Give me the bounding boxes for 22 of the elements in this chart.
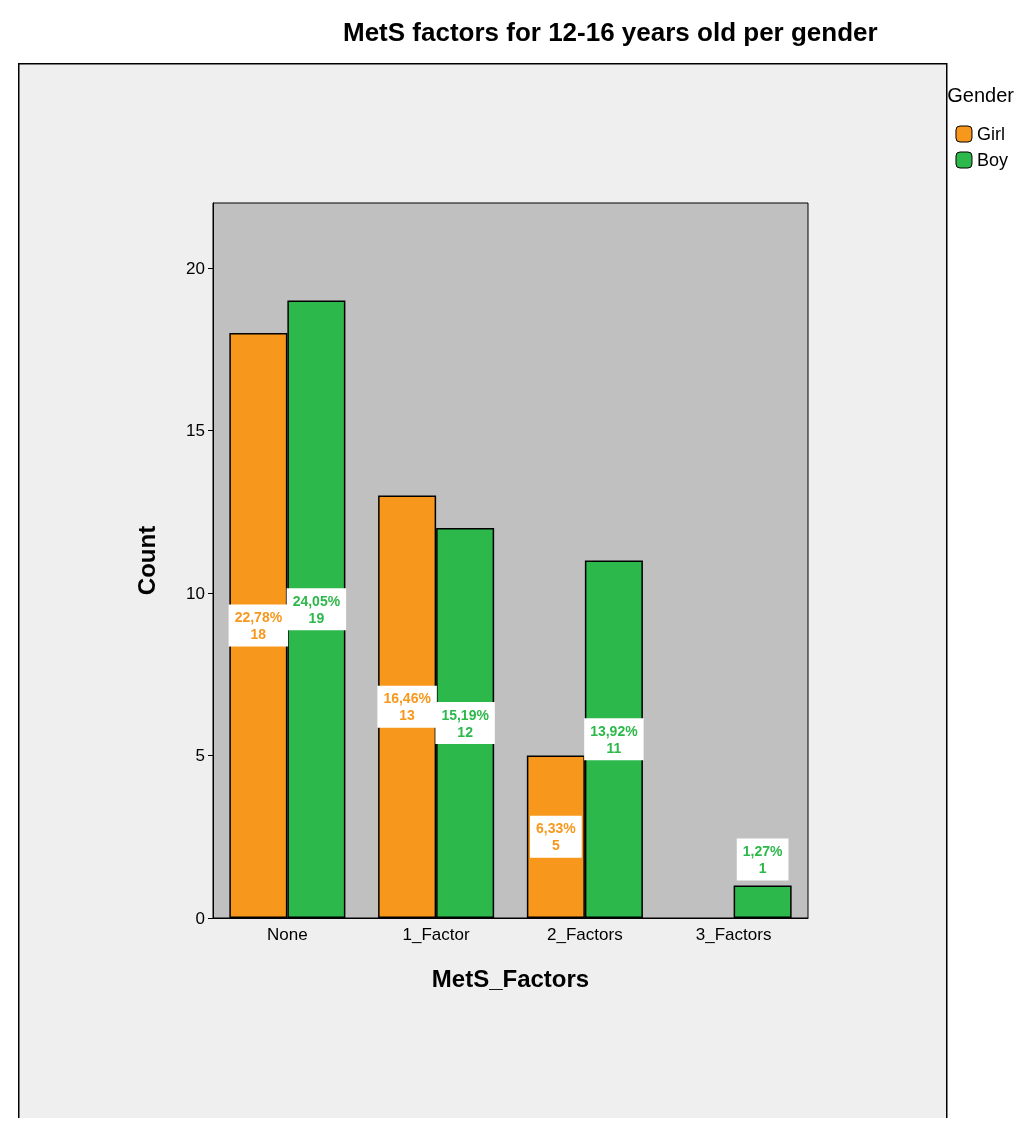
data-label: 1,27% 1 xyxy=(742,843,784,876)
y-tick-label: 15 xyxy=(186,421,205,440)
y-tick-label: 10 xyxy=(186,583,205,603)
y-tick-label: 5 xyxy=(195,746,205,765)
y-tick-label: 20 xyxy=(186,258,205,278)
legend-label: Boy xyxy=(976,150,1009,170)
chart-title: MetS factors for 12-16 years old per gender xyxy=(343,17,878,47)
data-label: 22,78% 18 xyxy=(234,609,283,642)
x-tick-label: None xyxy=(267,925,308,944)
data-label: 16,46% 13 xyxy=(383,690,432,724)
data-label: 13,92% 11 xyxy=(590,722,639,756)
y-axis-title: Count xyxy=(132,525,160,596)
data-label: 15,19% 12 xyxy=(441,706,490,740)
x-axis-title: MetS_Factors xyxy=(431,964,590,992)
x-tick-label: 2_Factors xyxy=(547,925,623,944)
data-label: 24,05% 19 xyxy=(292,592,341,626)
legend-label: Girl xyxy=(976,124,1005,144)
y-tick-label: 0 xyxy=(195,908,205,928)
x-tick-label: 1_Factor xyxy=(402,925,470,944)
data-label: 6,33% 5 xyxy=(536,820,577,854)
x-tick-label: 3_Factors xyxy=(695,925,772,944)
legend-title: Gender xyxy=(947,84,1015,106)
